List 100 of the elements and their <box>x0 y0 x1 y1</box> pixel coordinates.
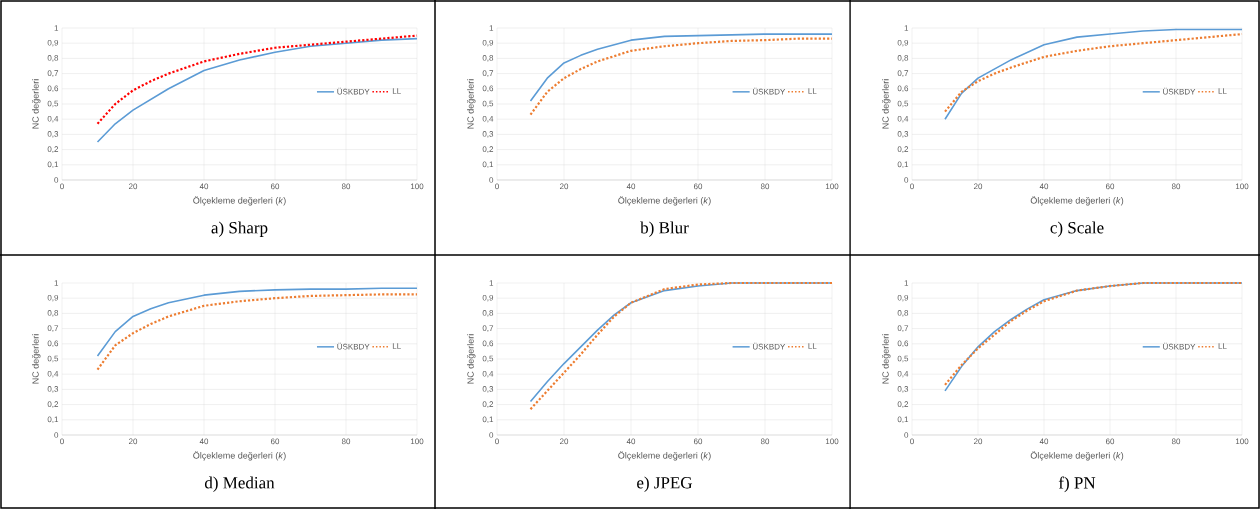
text: c) Scale <box>1050 221 1104 237</box>
y-tick-label: 0,9 <box>897 294 909 302</box>
y-tick-label: 0,2 <box>482 146 494 153</box>
y-tick-label: 0,7 <box>47 70 59 77</box>
x-tick-label: 20 <box>973 183 983 190</box>
x-tick-label: 60 <box>270 183 280 190</box>
y-tick-label: 0,6 <box>482 85 494 93</box>
y-tick-label: 0 <box>54 432 59 438</box>
y-tick-label: 0,5 <box>47 100 59 108</box>
x-tick-label: 60 <box>693 438 703 445</box>
x-tick-label: 0 <box>60 183 64 190</box>
y-tick-label: 0 <box>54 177 59 183</box>
y-tick-label: 0,4 <box>47 115 59 123</box>
text: b) Blur <box>640 221 689 237</box>
y-tick-label: 0,3 <box>897 131 909 138</box>
y-tick-label: 0,1 <box>897 161 909 169</box>
x-axis-title: Ölçekleme değerleri (k) <box>193 451 286 461</box>
x-tick-label: 100 <box>1235 183 1249 190</box>
y-tick-label: 0,8 <box>482 310 494 317</box>
y-tick-label: 0,2 <box>897 146 909 153</box>
y-tick-label: 0,9 <box>47 39 59 47</box>
x-tick-label: 0 <box>910 438 914 445</box>
y-tick-label: 0,1 <box>47 416 59 424</box>
x-tick-label: 80 <box>341 183 351 190</box>
y-tick-label: 0,3 <box>47 131 59 138</box>
y-tick-label: 0,6 <box>47 85 59 93</box>
y-tick-label: 0,1 <box>482 416 494 424</box>
x-tick-label: 40 <box>1039 183 1049 190</box>
y-tick-label: 0,3 <box>482 386 494 393</box>
x-tick-label: 100 <box>825 438 839 445</box>
x-tick-label: 20 <box>559 438 569 445</box>
y-tick-label: 0,3 <box>47 386 59 393</box>
y-tick-label: 1 <box>904 25 909 31</box>
x-tick-label: 60 <box>1105 183 1115 190</box>
x-tick-label: 80 <box>760 438 770 445</box>
legend-label: LL <box>808 88 817 94</box>
y-tick-label: 0,8 <box>47 310 59 317</box>
x-tick-label: 0 <box>60 438 64 445</box>
x-tick-label: 0 <box>495 183 499 190</box>
y-tick-label: 0,7 <box>482 325 494 332</box>
x-tick-label: 60 <box>693 183 703 190</box>
y-tick-label: 0,2 <box>47 146 59 153</box>
y-tick-label: 0,7 <box>47 325 59 332</box>
x-tick-label: 40 <box>626 183 636 190</box>
y-tick-label: 1 <box>54 25 59 31</box>
y-tick-label: 0,8 <box>897 55 909 62</box>
x-tick-label: 0 <box>910 183 914 190</box>
legend-label: ÜSKBDY <box>753 342 786 350</box>
y-tick-label: 0 <box>489 432 494 438</box>
x-tick-label: 40 <box>199 438 209 445</box>
y-tick-label: 0,2 <box>47 401 59 408</box>
y-tick-label: 0,5 <box>482 100 494 108</box>
y-tick-label: 0,6 <box>897 85 909 93</box>
y-tick-label: 0,2 <box>482 401 494 408</box>
y-tick-label: 1 <box>54 280 59 286</box>
legend-label: ÜSKBDY <box>1163 342 1196 350</box>
y-tick-label: 0,5 <box>482 355 494 363</box>
legend-label: ÜSKBDY <box>337 342 370 350</box>
x-tick-label: 40 <box>1039 438 1049 445</box>
text: f) PN <box>1058 476 1096 493</box>
y-axis-title: NC değerleri <box>466 334 476 384</box>
y-tick-label: 0,5 <box>897 355 909 363</box>
x-tick-label: 80 <box>341 438 351 445</box>
y-tick-label: 0,7 <box>897 70 909 77</box>
y-tick-label: 0,4 <box>897 370 909 378</box>
x-tick-label: 80 <box>1171 438 1181 445</box>
y-tick-label: 0,7 <box>897 325 909 332</box>
x-axis-title: Ölçekleme değerleri (k) <box>618 196 711 206</box>
text: e) JPEG <box>637 476 693 492</box>
x-tick-label: 100 <box>410 183 424 190</box>
y-tick-label: 0,8 <box>482 55 494 62</box>
legend-label: ÜSKBDY <box>753 87 786 95</box>
y-tick-label: 0,8 <box>897 310 909 317</box>
y-tick-label: 0,4 <box>482 370 494 378</box>
x-tick-label: 20 <box>973 438 983 445</box>
y-axis-title: NC değerleri <box>31 334 41 384</box>
line-series <box>96 287 418 357</box>
x-tick-label: 80 <box>1171 183 1181 190</box>
x-tick-label: 20 <box>128 438 138 445</box>
y-tick-label: 0,9 <box>897 39 909 47</box>
x-tick-label: 60 <box>270 438 280 445</box>
y-tick-label: 0,4 <box>482 115 494 123</box>
x-tick-label: 40 <box>199 183 209 190</box>
legend-label: ÜSKBDY <box>1163 87 1196 95</box>
y-tick-label: 0,6 <box>482 340 494 348</box>
y-axis-title: NC değerleri <box>466 79 476 129</box>
y-axis-title: NC değerleri <box>881 334 891 384</box>
line-series <box>529 37 834 116</box>
y-axis-title: NC değerleri <box>881 79 891 129</box>
y-tick-label: 0 <box>489 177 494 183</box>
legend-label: LL <box>808 343 817 349</box>
y-axis-title: NC değerleri <box>31 79 41 129</box>
x-tick-label: 0 <box>495 438 499 445</box>
y-tick-label: 0,6 <box>47 340 59 348</box>
x-tick-label: 40 <box>626 438 636 445</box>
y-tick-label: 0,6 <box>897 340 909 348</box>
x-tick-label: 100 <box>825 183 839 190</box>
y-tick-label: 0,2 <box>897 401 909 408</box>
y-tick-label: 0,3 <box>897 386 909 393</box>
x-axis-title: Ölçekleme değerleri (k) <box>193 196 286 206</box>
